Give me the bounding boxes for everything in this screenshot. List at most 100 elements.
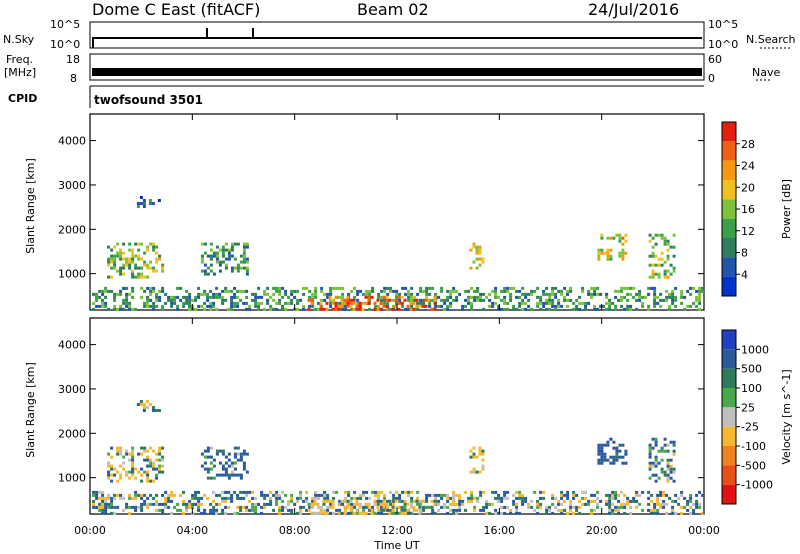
- vel-echo-cell: [287, 508, 291, 512]
- power-echo-cell: [224, 266, 228, 270]
- vel-echo-cell: [515, 508, 519, 512]
- vel-echo-cell: [197, 490, 201, 494]
- vel-echo-cell: [669, 440, 673, 444]
- power-echo-cell: [263, 292, 267, 296]
- power-echo-cell: [344, 304, 348, 308]
- power-echo-cell: [536, 295, 540, 299]
- power-echo-cell: [410, 298, 414, 302]
- power-echo-cell: [587, 289, 591, 293]
- velocity-colorbar-tick-label: -100: [741, 440, 766, 453]
- power-echo-cell: [497, 295, 501, 299]
- power-echo-cell: [569, 286, 573, 290]
- power-echo-cell: [155, 257, 159, 261]
- vel-echo-cell: [155, 473, 159, 477]
- vel-echo-cell: [647, 496, 651, 500]
- power-echo-cell: [671, 292, 675, 296]
- power-echo-cell: [155, 304, 159, 308]
- power-echo-cell: [296, 289, 300, 293]
- vel-echo-cell: [612, 458, 616, 462]
- vel-echo-cell: [104, 505, 108, 509]
- power-echo-cell: [469, 248, 473, 252]
- vel-echo-cell: [122, 455, 126, 459]
- power-echo-cell: [590, 295, 594, 299]
- power-echo-cell: [107, 289, 111, 293]
- power-echo-cell: [654, 272, 658, 276]
- power-echo-cell: [209, 301, 213, 305]
- power-echo-cell: [230, 269, 234, 273]
- power-echo-cell: [266, 301, 270, 305]
- velocity-colorbar-cell: [722, 426, 736, 446]
- vel-echo-cell: [478, 449, 482, 453]
- vel-echo-cell: [497, 511, 501, 515]
- power-echo-cell: [603, 251, 607, 255]
- power-echo-cell: [653, 295, 657, 299]
- power-echo-cell: [626, 298, 630, 302]
- power-echo-cell: [695, 298, 699, 302]
- power-echo-cell: [185, 289, 189, 293]
- power-echo-cell: [322, 307, 326, 311]
- power-echo-cell: [314, 292, 318, 296]
- power-echo-cell: [412, 295, 416, 299]
- vel-echo-cell: [343, 499, 347, 503]
- power-echo-cell: [654, 263, 658, 267]
- vel-echo-cell: [137, 493, 141, 497]
- power-echo-cell: [346, 298, 350, 302]
- vel-echo-cell: [314, 496, 318, 500]
- power-echo-cell: [648, 275, 652, 279]
- power-echo-cell: [478, 245, 482, 249]
- power-echo-cell: [125, 263, 129, 267]
- power-echo-cell: [515, 307, 519, 311]
- power-echo-cell: [230, 245, 234, 249]
- power-echo-cell: [341, 286, 345, 290]
- vel-echo-cell: [146, 458, 150, 462]
- power-echo-cell: [215, 295, 219, 299]
- power-echo-cell: [146, 248, 150, 252]
- power-echo-cell: [596, 292, 600, 296]
- vel-echo-cell: [352, 511, 356, 515]
- power-echo-cell: [433, 301, 437, 305]
- power-echo-cell: [618, 233, 622, 237]
- power-echo-cell: [200, 260, 204, 264]
- vel-echo-cell: [608, 499, 612, 503]
- vel-echo-cell: [236, 511, 240, 515]
- power-echo-cell: [116, 292, 120, 296]
- vel-echo-cell: [200, 452, 204, 456]
- power-echo-cell: [227, 307, 231, 311]
- vel-echo-cell: [313, 502, 317, 506]
- vel-echo-cell: [355, 502, 359, 506]
- power-echo-cell: [695, 304, 699, 308]
- vel-echo-cell: [131, 461, 135, 465]
- power-echo-cell: [359, 289, 363, 293]
- vel-echo-cell: [310, 505, 314, 509]
- vel-echo-cell: [116, 449, 120, 453]
- vel-echo-cell: [669, 464, 673, 468]
- vel-echo-cell: [92, 490, 96, 494]
- vel-echo-cell: [446, 496, 450, 500]
- vel-echo-cell: [134, 490, 138, 494]
- power-echo-cell: [698, 292, 702, 296]
- power-echo-cell: [587, 301, 591, 305]
- power-echo-cell: [668, 307, 672, 311]
- vel-echo-cell: [587, 502, 591, 506]
- power-echo-cell: [476, 286, 480, 290]
- vel-echo-cell: [650, 493, 654, 497]
- power-echo-cell: [494, 286, 498, 290]
- vel-echo-cell: [367, 502, 371, 506]
- vel-echo-cell: [110, 511, 114, 515]
- power-echo-cell: [119, 254, 123, 258]
- vel-echo-cell: [248, 508, 252, 512]
- power-echo-cell: [227, 248, 231, 252]
- vel-echo-cell: [200, 502, 204, 506]
- power-echo-cell: [590, 286, 594, 290]
- vel-echo-cell: [140, 496, 144, 500]
- power-echo-cell: [161, 307, 165, 311]
- vel-echo-cell: [230, 499, 234, 503]
- vel-echo-cell: [433, 502, 437, 506]
- power-echo-cell: [148, 199, 152, 202]
- vel-echo-cell: [674, 499, 678, 503]
- vel-echo-cell: [600, 461, 604, 465]
- vel-echo-cell: [95, 505, 99, 509]
- vel-echo-cell: [418, 511, 422, 515]
- power-echo-cell: [407, 289, 411, 293]
- vel-echo-cell: [149, 446, 153, 450]
